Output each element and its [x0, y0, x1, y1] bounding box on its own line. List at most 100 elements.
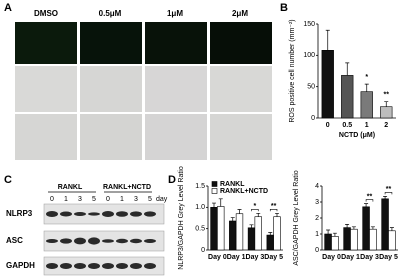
image: [80, 22, 142, 64]
image: [210, 66, 272, 112]
error-bar: [256, 212, 261, 217]
y-axis-label: ROS positive cell number (mm⁻²): [289, 19, 296, 122]
bar: [229, 220, 237, 251]
y-tick-label: 3: [315, 199, 319, 206]
error-bar: [268, 232, 273, 236]
bar: [210, 207, 218, 251]
row-label: NLRP3: [6, 209, 33, 218]
significance: *: [254, 203, 257, 210]
bar: [331, 236, 339, 251]
error-bar: [345, 62, 350, 76]
y-tick-label: 0: [201, 247, 205, 254]
group-label: RANKL+NCTD: [103, 184, 151, 191]
image: [15, 22, 77, 64]
y-axis-label: ASC/GAPDH Grey Level Ratio: [293, 170, 300, 265]
y-tick-label: 100: [303, 52, 315, 59]
x-tick-label: Day 3: [360, 254, 379, 261]
bar: [343, 227, 351, 251]
lane-label: 5: [92, 196, 96, 203]
x-tick-label: Day 0: [322, 254, 341, 261]
lane-label: 0: [106, 196, 110, 203]
lane-label: 3: [134, 196, 138, 203]
image: [210, 114, 272, 160]
significance-bracket: [384, 192, 393, 195]
x-tick-label: Day 3: [246, 254, 265, 261]
significance-bracket: [269, 209, 278, 212]
image: [145, 114, 207, 160]
column-label: 2μM: [232, 9, 248, 18]
y-tick-label: 50: [307, 84, 315, 91]
error-bar: [332, 232, 337, 237]
bar: [369, 228, 377, 251]
y-tick-label: 2: [315, 215, 319, 222]
image: [80, 114, 142, 160]
error-bar: [351, 226, 356, 230]
error-bar: [370, 226, 375, 230]
lane-label: 5: [148, 196, 152, 203]
column-label: DMSO: [34, 9, 58, 18]
bar: [381, 198, 389, 251]
bar: [266, 234, 274, 251]
bar: [324, 233, 332, 251]
y-tick-label: 1.0: [195, 204, 205, 211]
bands: [46, 211, 156, 269]
error-bar: [364, 83, 369, 92]
y-tick-label: 4: [315, 183, 319, 190]
bar: [321, 50, 334, 119]
y-axis-label: NLRP3/GAPDH Grey Level Ratio: [178, 166, 185, 270]
significance: **: [367, 193, 373, 200]
error-bar: [212, 202, 216, 208]
error-bar: [275, 212, 279, 217]
western-blot: RANKL RANKL+NCTD 0 1 3 5 0 1 3 5 day NLR…: [6, 184, 168, 276]
y-tick-label: 150: [303, 21, 315, 28]
panel-label: C: [4, 174, 12, 186]
row-label: GAPDH: [6, 261, 35, 270]
image: [145, 66, 207, 112]
panel-label: A: [4, 2, 12, 14]
error-bar: [389, 227, 394, 231]
error-bar: [249, 224, 254, 228]
group-label: RANKL: [58, 184, 83, 191]
legend-label: RANKL+NCTD: [220, 188, 268, 195]
bar: [362, 206, 370, 251]
error-bar: [218, 198, 223, 207]
lane-label: 3: [78, 196, 82, 203]
y-tick-label: 0: [315, 247, 319, 254]
image: [145, 22, 207, 64]
lane-unit: day: [156, 196, 168, 203]
bar: [247, 227, 256, 251]
y-tick-label: 0: [311, 115, 315, 122]
lane-label: 1: [120, 196, 124, 203]
legend-label: RANKL: [220, 181, 245, 188]
significance: **: [271, 203, 277, 210]
significance-bracket: [251, 209, 259, 212]
bar: [380, 106, 393, 119]
error-bar: [230, 217, 235, 221]
legend-swatch: [211, 181, 218, 187]
bar: [341, 75, 354, 119]
x-tick-label: 2: [384, 122, 388, 129]
x-axis-label: NCTD (μM): [339, 132, 375, 139]
micrographs: DMSO 0.5μM 1μM 2μM: [15, 9, 272, 160]
panel-label: B: [280, 2, 288, 14]
image: [210, 22, 272, 64]
error-bar: [326, 229, 331, 234]
significance: *: [365, 74, 368, 81]
error-bar: [325, 29, 330, 51]
error-bar: [237, 209, 242, 214]
bar: [350, 228, 358, 251]
x-tick-label: Day 0: [208, 254, 227, 261]
x-tick-label: Day 1: [341, 254, 360, 261]
y-tick-label: 1: [315, 231, 319, 238]
x-tick-label: 0: [326, 122, 330, 129]
x-tick-label: Day 1: [227, 254, 246, 261]
column-label: 1μM: [167, 9, 183, 18]
error-bar: [364, 203, 369, 207]
image: [15, 114, 77, 160]
significance-bracket: [365, 199, 374, 202]
lane-label: 1: [64, 196, 68, 203]
row-label: ASC: [6, 236, 23, 245]
bar: [235, 213, 244, 251]
